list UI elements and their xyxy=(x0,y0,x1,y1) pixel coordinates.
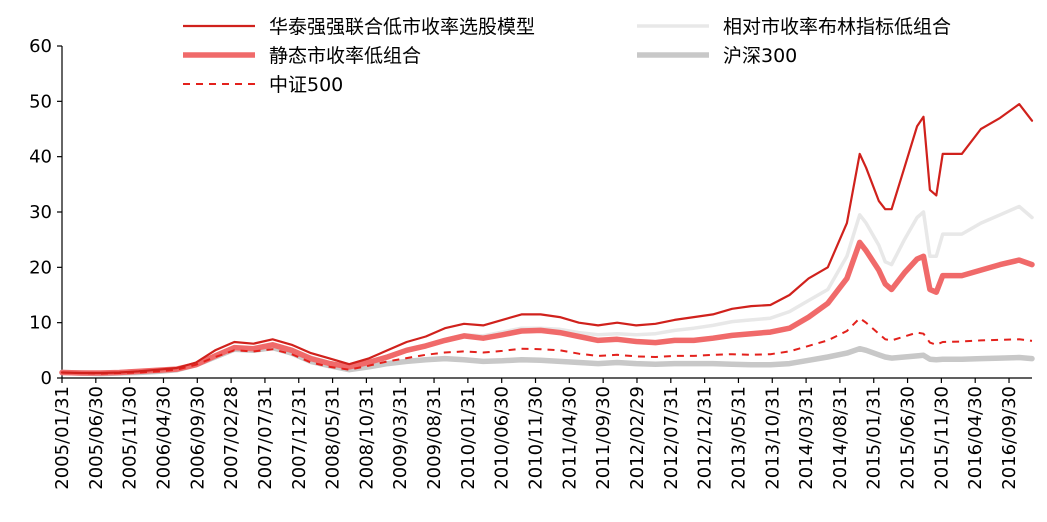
x-tick-label: 2005/01/31 xyxy=(52,386,73,490)
x-tick-label: 2010/11/30 xyxy=(526,386,547,490)
x-tick-label: 2011/09/30 xyxy=(593,386,614,490)
x-tick-label: 2011/04/30 xyxy=(559,386,580,490)
x-tick-label: 2008/05/31 xyxy=(323,386,344,490)
series-line-4 xyxy=(61,317,1033,375)
x-tick-label: 2009/03/31 xyxy=(390,386,411,490)
x-tick-label: 2015/11/30 xyxy=(931,386,952,490)
y-tick-label: 40 xyxy=(29,147,52,168)
series-line-0 xyxy=(60,103,1034,375)
x-tick-label: 2006/04/30 xyxy=(153,386,174,490)
y-tick-label: 60 xyxy=(29,36,52,57)
series-layer xyxy=(59,103,1035,377)
x-tick-label: 2006/09/30 xyxy=(187,386,208,490)
x-tick-label: 2013/05/31 xyxy=(728,386,749,490)
y-tick-label: 0 xyxy=(41,368,52,389)
x-tick-label: 2015/01/31 xyxy=(864,386,885,490)
x-tick-label: 2010/01/31 xyxy=(458,386,479,490)
y-tick-label: 50 xyxy=(29,91,52,112)
x-tick-label: 2009/08/31 xyxy=(424,386,445,490)
x-tick-label: 2014/08/31 xyxy=(830,386,851,490)
series-line-1 xyxy=(60,204,1034,375)
x-tick-label: 2005/06/30 xyxy=(86,386,107,490)
plot-area: 0 10 20 30 40 50 60 2005/01/31 2005/06/30 2005/1… xyxy=(29,36,1035,490)
x-tick-label: 2015/06/30 xyxy=(898,386,919,490)
legend-label-0: 华泰强强联合低市收率选股模型 xyxy=(269,16,535,38)
series-line-2 xyxy=(59,239,1035,376)
x-axis-ticks: 2005/01/31 2005/06/30 2005/11/30 2006/04/30… xyxy=(52,378,1020,490)
x-tick-label: 2016/04/30 xyxy=(965,386,986,490)
x-tick-label: 2007/12/31 xyxy=(289,386,310,490)
y-tick-label: 30 xyxy=(29,202,52,223)
y-tick-label: 10 xyxy=(29,313,52,334)
x-tick-label: 2014/03/31 xyxy=(796,386,817,490)
x-tick-label: 2007/07/31 xyxy=(255,386,276,490)
x-tick-label: 2005/11/30 xyxy=(120,386,141,490)
x-tick-label: 2007/02/28 xyxy=(221,386,242,490)
x-tick-label: 2012/12/31 xyxy=(695,386,716,490)
y-axis-ticks: 0 10 20 30 40 50 60 xyxy=(29,36,62,389)
x-tick-label: 2012/07/31 xyxy=(661,386,682,490)
legend-label-4: 中证500 xyxy=(269,74,343,96)
y-tick-label: 20 xyxy=(29,257,52,278)
legend-label-3: 沪深300 xyxy=(723,45,797,67)
legend-label-1: 相对市收率布林指标低组合 xyxy=(723,16,951,38)
x-tick-label: 2013/10/31 xyxy=(762,386,783,490)
x-tick-label: 2012/02/29 xyxy=(627,386,648,490)
x-tick-label: 2010/06/30 xyxy=(492,386,513,490)
legend-label-2: 静态市收率低组合 xyxy=(269,45,421,67)
x-tick-label: 2016/09/30 xyxy=(999,386,1020,490)
x-tick-label: 2008/10/31 xyxy=(356,386,377,490)
